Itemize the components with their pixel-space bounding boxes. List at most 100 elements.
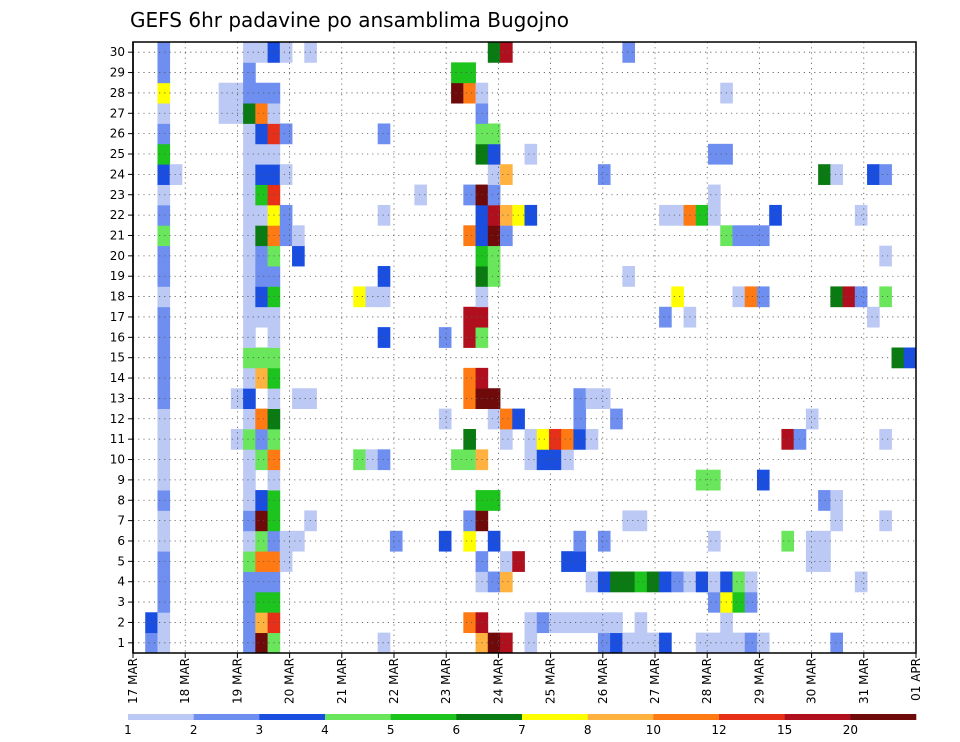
colorbar-swatch [784,714,851,720]
colorbar-label: 20 [843,723,858,737]
heatmap-cell [157,571,171,593]
colorbar-label: 1 [124,723,132,737]
y-tick-label: 6 [117,534,125,548]
heatmap-cell [597,530,611,552]
heatmap-cell [634,632,648,654]
colorbar-swatch [193,714,260,720]
heatmap-cell [695,469,709,491]
heatmap-cell [169,164,183,185]
heatmap-cell [610,408,623,430]
heatmap-cell [708,591,721,613]
heatmap-cell [243,42,256,63]
x-tick-label: 30 MAR [805,658,819,704]
heatmap-cell [157,286,171,308]
heatmap-cell [659,632,672,654]
colorbar-swatch [850,714,917,720]
heatmap-cell [487,204,501,226]
heatmap-cell [879,286,892,308]
heatmap-cell [157,469,171,491]
heatmap-cell [830,286,843,308]
heatmap-cell [524,449,538,471]
heatmap-cell [634,571,648,593]
heatmap-cell [255,184,268,206]
y-tick-label: 5 [117,554,125,568]
heatmap-cell [157,123,171,145]
x-tick-label: 18 MAR [178,658,192,704]
heatmap-cell [463,306,476,328]
heatmap-cell [597,612,611,634]
heatmap-cell [243,347,256,369]
chart-title: GEFS 6hr padavine po ansamblima Bugojno [130,8,569,32]
heatmap-cell [818,490,831,511]
y-tick-label: 19 [110,269,125,283]
heatmap-cell [561,551,574,572]
heatmap-cell [157,632,171,654]
heatmap-cell [243,306,256,328]
heatmap-cell [255,123,268,145]
heatmap-cell [744,632,758,654]
x-tick-label: 31 MAR [857,658,871,704]
heatmap-cell [732,632,746,654]
heatmap-cell [708,143,721,165]
heatmap-cell [597,164,611,185]
heatmap-cell [830,164,843,185]
heatmap-cell [818,530,831,552]
heatmap-cell [524,632,538,654]
heatmap-cell [255,449,268,471]
heatmap-cell [243,551,256,572]
heatmap-cell [255,632,268,654]
heatmap-cell [573,408,587,430]
heatmap-cell [377,266,391,287]
colorbar-label: 12 [711,723,726,737]
heatmap-cell [365,286,379,308]
heatmap-cell [830,632,843,654]
heatmap-cell [671,571,684,593]
y-tick-label: 22 [110,208,125,222]
heatmap-cell [243,388,256,409]
heatmap-cell [243,266,256,287]
heatmap-cell [353,286,366,308]
colorbar-label: 6 [453,723,461,737]
colorbar-swatch [128,714,194,720]
heatmap-cell [157,42,171,63]
heatmap-cell [634,612,648,634]
heatmap-cell [243,103,256,124]
y-tick-label: 8 [117,493,125,507]
x-tick-label: 23 MAR [439,658,453,704]
heatmap-cell [279,164,293,185]
heatmap-cell [500,428,513,450]
heatmap-cell [255,367,268,389]
colorbar-swatch [522,714,588,720]
y-tick-label: 12 [110,412,125,426]
colorbar-label: 5 [387,723,395,737]
heatmap-cell [157,449,171,471]
heatmap-cell [157,388,171,409]
heatmap-cell [243,286,256,308]
x-tick-label: 25 MAR [544,658,558,704]
heatmap-cell [622,571,636,593]
heatmap-cell [561,612,574,634]
heatmap-cell [463,449,476,471]
heatmap-cell [377,123,391,145]
heatmap-cell [377,204,391,226]
heatmap-cell [879,164,892,185]
heatmap-cell [279,204,293,226]
heatmap-cell [744,286,758,308]
y-tick-label: 16 [110,330,125,344]
heatmap-cell [585,612,599,634]
heatmap-cell [157,225,171,247]
heatmap-cell [610,632,623,654]
heatmap-cell [157,347,171,369]
heatmap-cell [573,388,587,409]
heatmap-cell [157,530,171,552]
heatmap-cell [500,225,513,247]
heatmap-cell [708,530,721,552]
heatmap-cell [157,164,171,185]
heatmap-cell [732,571,746,593]
heatmap-cell [255,103,268,124]
heatmap-cell [243,327,256,348]
y-tick-label: 3 [117,595,125,609]
heatmap-cell [377,449,391,471]
heatmap-cell [573,551,587,572]
colorbar-legend: 1 2 3 4 5 6 7 8 10 12 15 20 [124,714,917,737]
